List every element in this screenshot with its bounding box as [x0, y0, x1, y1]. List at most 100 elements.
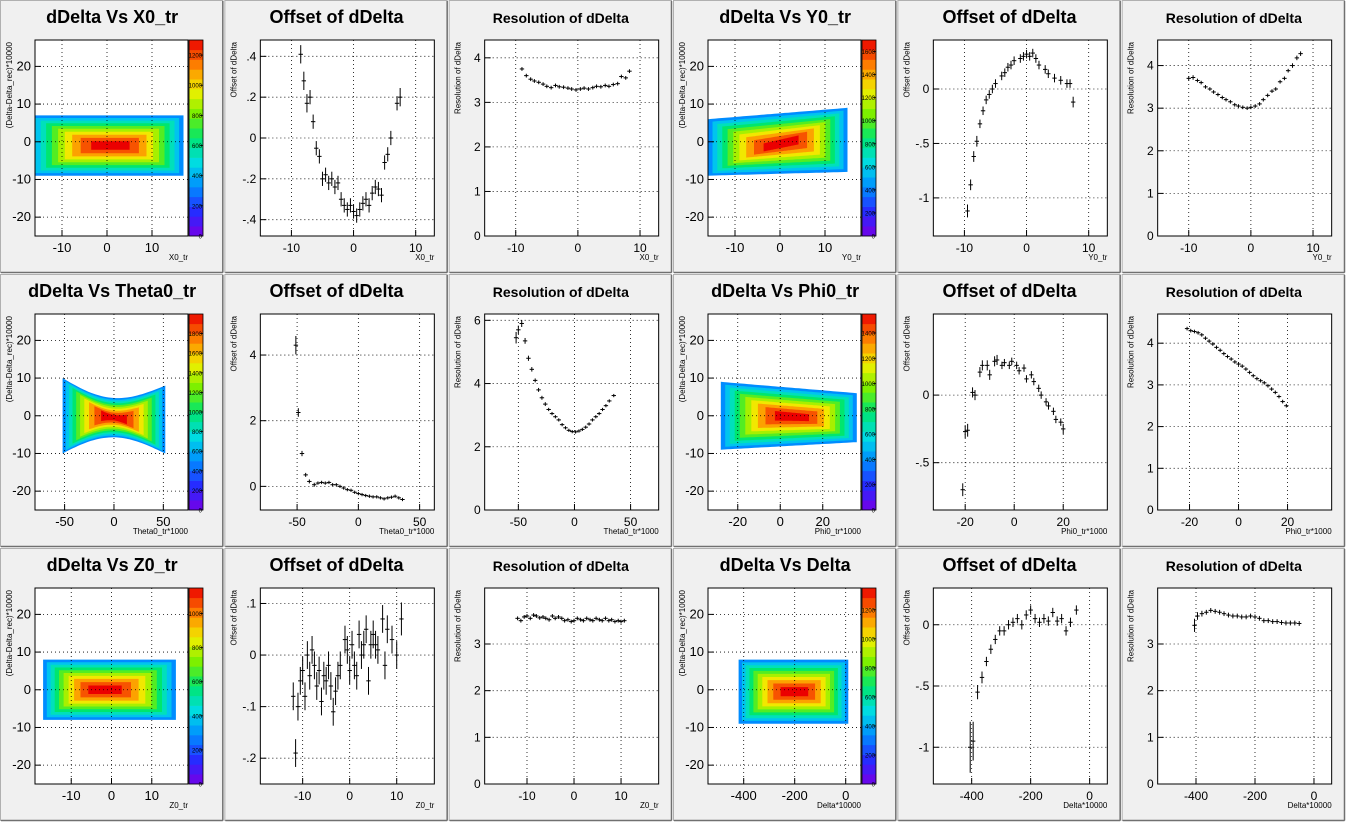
colorbar-tick-label: 400	[192, 469, 203, 475]
data-point	[1284, 403, 1289, 408]
colorbar-tick-label: 1400	[862, 331, 876, 337]
y-tick-label: 20	[17, 606, 31, 621]
colorbar-band	[189, 646, 203, 657]
data-point	[1028, 605, 1033, 615]
y-tick-label: -10	[12, 171, 31, 186]
data-point	[1221, 351, 1227, 356]
data-point	[1002, 68, 1007, 77]
colorbar-band	[189, 421, 203, 432]
colorbar-band	[189, 196, 203, 207]
x-tick-label: 10	[145, 788, 159, 803]
y-tick-label: -10	[685, 171, 704, 186]
colorbar-band	[189, 744, 203, 755]
colorbar: 0 200 400 600 800 1000 1200 1400 1600 1800	[188, 313, 204, 515]
data-point	[1288, 620, 1293, 626]
panel-title: dDelta Vs Phi0_tr	[711, 281, 859, 301]
y-tick-label: 10	[17, 370, 31, 385]
panel-18: Resolution of dDelta -400 -200 0 0 1 2 3 Delta*1…	[1121, 548, 1346, 822]
x-tick-label: -10	[726, 240, 745, 255]
colorbar-band	[189, 705, 203, 716]
plot-area	[1157, 588, 1332, 784]
y-tick-label: 0	[1147, 777, 1154, 791]
x-tick-label: -50	[55, 514, 74, 529]
data-point	[1221, 611, 1227, 617]
data-point	[999, 361, 1005, 370]
colorbar-tick-label: 1000	[189, 411, 203, 417]
data-point	[532, 378, 538, 383]
y-tick-label: -10	[685, 719, 704, 734]
data-point	[1058, 418, 1063, 426]
x-axis-label: Y0_tr	[1088, 253, 1107, 262]
y-axis-label: Resolution of dDelta	[1127, 315, 1136, 388]
y-tick-label: 0	[24, 134, 31, 149]
contour-level	[774, 411, 809, 422]
grid	[484, 40, 659, 236]
panel-title: Resolution of dDelta	[1166, 558, 1302, 574]
colorbar-band	[862, 147, 876, 158]
data-point	[1207, 87, 1213, 91]
panel-title: Offset of dDelta	[269, 7, 404, 27]
ticks: -10 0 10 0 1 2 3 4	[1147, 59, 1320, 255]
data-point	[1254, 376, 1260, 381]
data-point	[345, 202, 350, 217]
y-tick-label: 0	[474, 777, 481, 791]
ticks: -50 0 50 0 2 4 6	[474, 313, 638, 529]
y-tick-label: 1	[474, 184, 481, 198]
data-point	[341, 486, 346, 490]
y-tick-label: 10	[690, 370, 704, 385]
colorbar-band	[189, 392, 203, 403]
data-point	[581, 86, 587, 90]
data-point	[537, 615, 542, 620]
data-point	[335, 175, 341, 191]
colorbar-band	[189, 98, 203, 109]
data-point	[534, 614, 539, 618]
colorbar-tick-label: 1200	[189, 54, 203, 60]
colorbar-tick-label: 0	[872, 235, 876, 241]
x-axis-label: Delta*10000	[1288, 801, 1333, 810]
data-point	[345, 487, 350, 492]
data-point	[1195, 612, 1200, 620]
colorbar-tick-label: 400	[192, 714, 203, 720]
colorbar-band	[862, 40, 876, 51]
data-point	[540, 615, 546, 619]
y-tick-label: 20	[690, 332, 704, 347]
data-point	[590, 618, 596, 623]
x-axis-label: Y0_tr	[842, 253, 861, 262]
data-point	[515, 616, 520, 621]
y-tick-label: .4	[246, 49, 256, 63]
axes-frame	[484, 39, 660, 237]
colorbar-band	[189, 147, 203, 158]
data-point	[977, 367, 983, 378]
data-point	[1024, 610, 1029, 620]
colorbar-band	[862, 666, 876, 677]
data-point	[356, 491, 361, 496]
y-tick-label: -10	[12, 719, 31, 734]
colorbar-band	[189, 686, 203, 697]
colorbar: 0 200 400 600 800 1000 1200	[188, 39, 204, 241]
plot-area	[1157, 40, 1332, 236]
data-point	[600, 618, 605, 623]
colorbar-band	[189, 216, 203, 227]
data-point	[1054, 616, 1060, 626]
colorbar-band	[189, 108, 203, 119]
x-axis-label: Theta0_tr*1000	[133, 527, 189, 536]
data-point	[596, 411, 602, 416]
data-point	[1261, 97, 1266, 102]
data-point	[307, 479, 312, 484]
data-point	[1270, 619, 1275, 624]
data-point	[354, 208, 359, 223]
colorbar-band	[862, 363, 876, 374]
x-tick-label: -50	[288, 515, 306, 529]
data-point	[992, 356, 997, 367]
data-point	[1230, 613, 1236, 619]
data-point	[1016, 367, 1022, 375]
panel-4: dDelta Vs Y0_tr -10 0 10 -20 -10 0 10 20 Y0_tr (De…	[673, 0, 897, 274]
data-point	[1212, 608, 1218, 614]
colorbar-tick-label: 200	[865, 211, 876, 217]
data-point	[519, 319, 524, 328]
x-tick-label: -10	[62, 788, 81, 803]
data-point	[1206, 339, 1212, 343]
data-point	[352, 490, 357, 494]
data-point	[993, 79, 998, 88]
